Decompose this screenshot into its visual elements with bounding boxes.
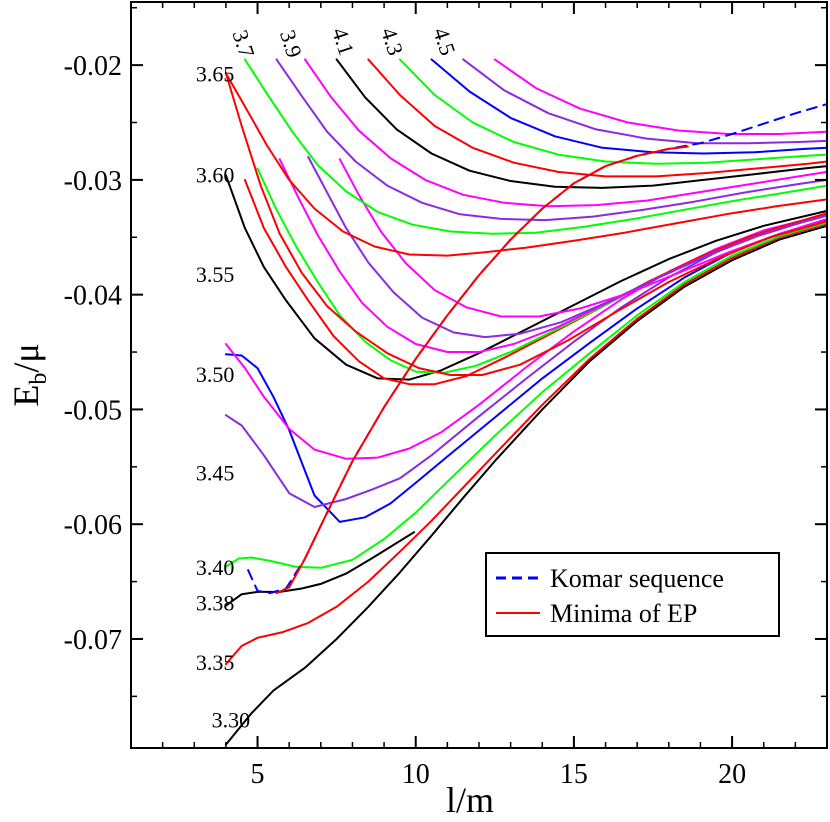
y-tick-label: -0.07 [64,625,122,656]
curve-3.50 [224,214,828,508]
curves-layer [224,58,828,746]
ticks-layer: 5 10 15 20 -0.02 -0.03 -0.04 -0.05 -0.06 -0.07 [64,2,828,790]
curve-label-left: 3.38 [196,590,235,615]
curve-3.60 [224,174,828,381]
curve-3.7-red [224,72,828,257]
curve-4.0-magenta [304,58,828,208]
y-axis-title-sub: b [26,373,52,385]
curve-3.9-purple [275,58,828,222]
y-tick-label: -0.03 [64,166,122,197]
curve-4.5-purple [462,58,828,145]
y-axis-title: Eb/μ [6,343,52,406]
curve-4.3-green [398,58,828,165]
curve-3.40 [224,221,828,569]
y-tick-label: -0.06 [64,510,122,541]
legend-minima-label: Minima of EP [550,599,697,628]
curve-label-left: 3.55 [196,262,235,287]
y-tick-label: -0.02 [64,51,122,82]
x-tick-label: 15 [560,759,588,790]
curve-label-top: 4.3 [376,25,408,59]
curve-4.6-magenta [493,58,828,135]
curve-label-left: 3.60 [196,162,235,187]
curve-3.35 [224,222,828,666]
curve-3.30 [224,224,828,746]
curve-labels-layer: 3.65 3.60 3.55 3.50 3.45 3.40 3.38 3.35 3.30 3.7 3… [196,25,461,733]
curve-label-left: 3.35 [196,650,235,675]
x-tick-label: 10 [402,759,430,790]
minima-of-ep-line [275,145,689,595]
curve-4.2-red [367,58,828,178]
y-tick-label: -0.04 [64,281,122,312]
y-axis-title-main: E [6,385,46,407]
curve-3.45 [224,219,828,523]
curve-3.64-magenta [338,158,828,318]
legend-box [485,552,780,637]
curve-label-top: 4.5 [428,25,460,59]
curve-4.4-blue [430,58,828,155]
curve-3.65 [224,72,828,376]
curve-label-left: 3.40 [196,555,235,580]
curve-label-top: 4.1 [327,25,359,59]
x-axis-title: l/m [446,780,494,820]
x-tick-label: 20 [718,759,746,790]
curve-3.63-purple [307,155,828,339]
curve-label-left: 3.30 [212,707,251,732]
legend: Komar sequence Minima of EP [485,552,780,637]
legend-komar-label: Komar sequence [550,564,724,593]
curve-label-left: 3.50 [196,362,235,387]
curve-label-top: 3.7 [227,27,259,61]
y-tick-label: -0.05 [64,395,122,426]
curve-3.38 [224,531,416,607]
overlays-layer [247,103,828,595]
curve-4.1-black [335,58,828,189]
x-tick-label: 5 [251,759,265,790]
curve-3.62-red [243,178,828,386]
curve-label-left: 3.45 [196,461,235,486]
y-axis-title-tail: /μ [6,343,46,372]
curve-label-top: 3.9 [275,27,307,61]
komar-sequence-line [247,103,828,595]
curve-label-left: 3.65 [196,61,235,86]
curve-3.8-green [243,58,828,235]
svg-text:Eb/μ: Eb/μ [6,343,52,406]
